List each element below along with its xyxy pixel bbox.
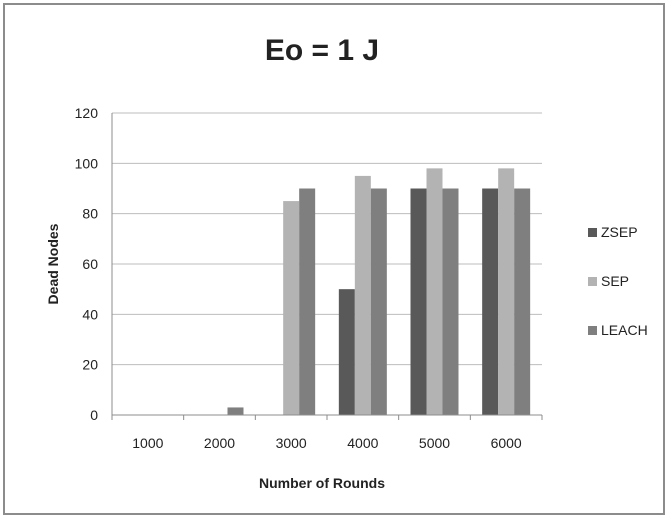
x-tick-label: 6000	[491, 435, 522, 451]
bars	[227, 168, 531, 415]
chart-title: Eo = 1 J	[265, 34, 379, 67]
chart-frame	[3, 3, 665, 515]
legend-label-zsep: ZSEP	[601, 224, 638, 240]
y-tick-label: 40	[82, 306, 98, 322]
y-tick-label: 60	[82, 256, 98, 272]
y-tick-label: 20	[82, 357, 98, 373]
y-axis-title: Dead Nodes	[45, 223, 61, 304]
legend-swatch-leach	[588, 326, 597, 335]
bar-leach-3000	[299, 188, 316, 415]
x-tick-label: 3000	[276, 435, 307, 451]
bar-leach-2000	[227, 407, 244, 415]
legend-swatch-zsep	[588, 228, 597, 237]
x-axis-title: Number of Rounds	[259, 475, 385, 491]
bar-zsep-4000	[338, 289, 355, 415]
bar-sep-3000	[283, 201, 300, 415]
bar-sep-5000	[426, 168, 443, 415]
legend-label-leach: LEACH	[601, 322, 648, 338]
x-tick-label: 4000	[347, 435, 378, 451]
bar-sep-6000	[498, 168, 515, 415]
bar-sep-4000	[354, 175, 371, 415]
bar-zsep-6000	[482, 188, 499, 415]
y-tick-label: 0	[90, 407, 98, 423]
legend-swatch-sep	[588, 277, 597, 286]
legend-label-sep: SEP	[601, 273, 629, 289]
x-tick-label: 2000	[204, 435, 235, 451]
legend: ZSEP SEP LEACH	[588, 224, 648, 338]
x-tick-label: 1000	[132, 435, 163, 451]
y-tick-label: 80	[82, 206, 98, 222]
x-tick-label: 5000	[419, 435, 450, 451]
bar-leach-6000	[514, 188, 531, 415]
bar-leach-4000	[370, 188, 387, 415]
bar-zsep-5000	[410, 188, 427, 415]
axes: 0 20 40 60 80 100 120 1000 2000 3000 4000 5000 6000	[75, 105, 543, 451]
y-tick-label: 100	[75, 155, 99, 171]
gridlines	[112, 112, 542, 366]
y-tick-label: 120	[75, 105, 99, 121]
bar-leach-5000	[442, 188, 459, 415]
